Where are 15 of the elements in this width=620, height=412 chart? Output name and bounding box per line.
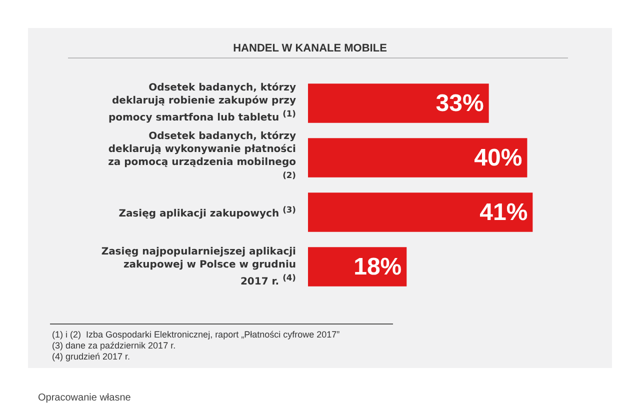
y-tick-label: Zasięg aplikacji zakupowych $^{(3)}$	[118, 204, 296, 221]
text: (1) i (2) Izba Gospodarki Elektronicznej, raport „Płatności cyfrowe 2017”	[52, 330, 340, 340]
text: Opracowanie własne	[38, 392, 132, 404]
y-tick-label: Zasięg najpopularniejszej aplikacji zakupowej w Polsce w grudniu 2017 r. $^{(4)}$	[100, 245, 296, 288]
data-label: 40%	[474, 144, 522, 172]
bar	[308, 84, 489, 123]
bar	[308, 192, 533, 232]
text: (3) dane za październik 2017 r.	[52, 340, 176, 350]
data-label: 18%	[354, 253, 402, 280]
bar	[308, 138, 528, 178]
data-label: 41%	[480, 198, 528, 226]
y-tick-label: Odsetek badanych, którzy deklarują robienie zakupów przy pomocy smartfona lub tabletu $^{(1)}$	[107, 82, 296, 125]
chart-title: HANDEL W KANALE MOBILE	[233, 42, 387, 54]
data-label: 33%	[436, 90, 484, 117]
text: (4) grudzień 2017 r.	[52, 352, 130, 362]
